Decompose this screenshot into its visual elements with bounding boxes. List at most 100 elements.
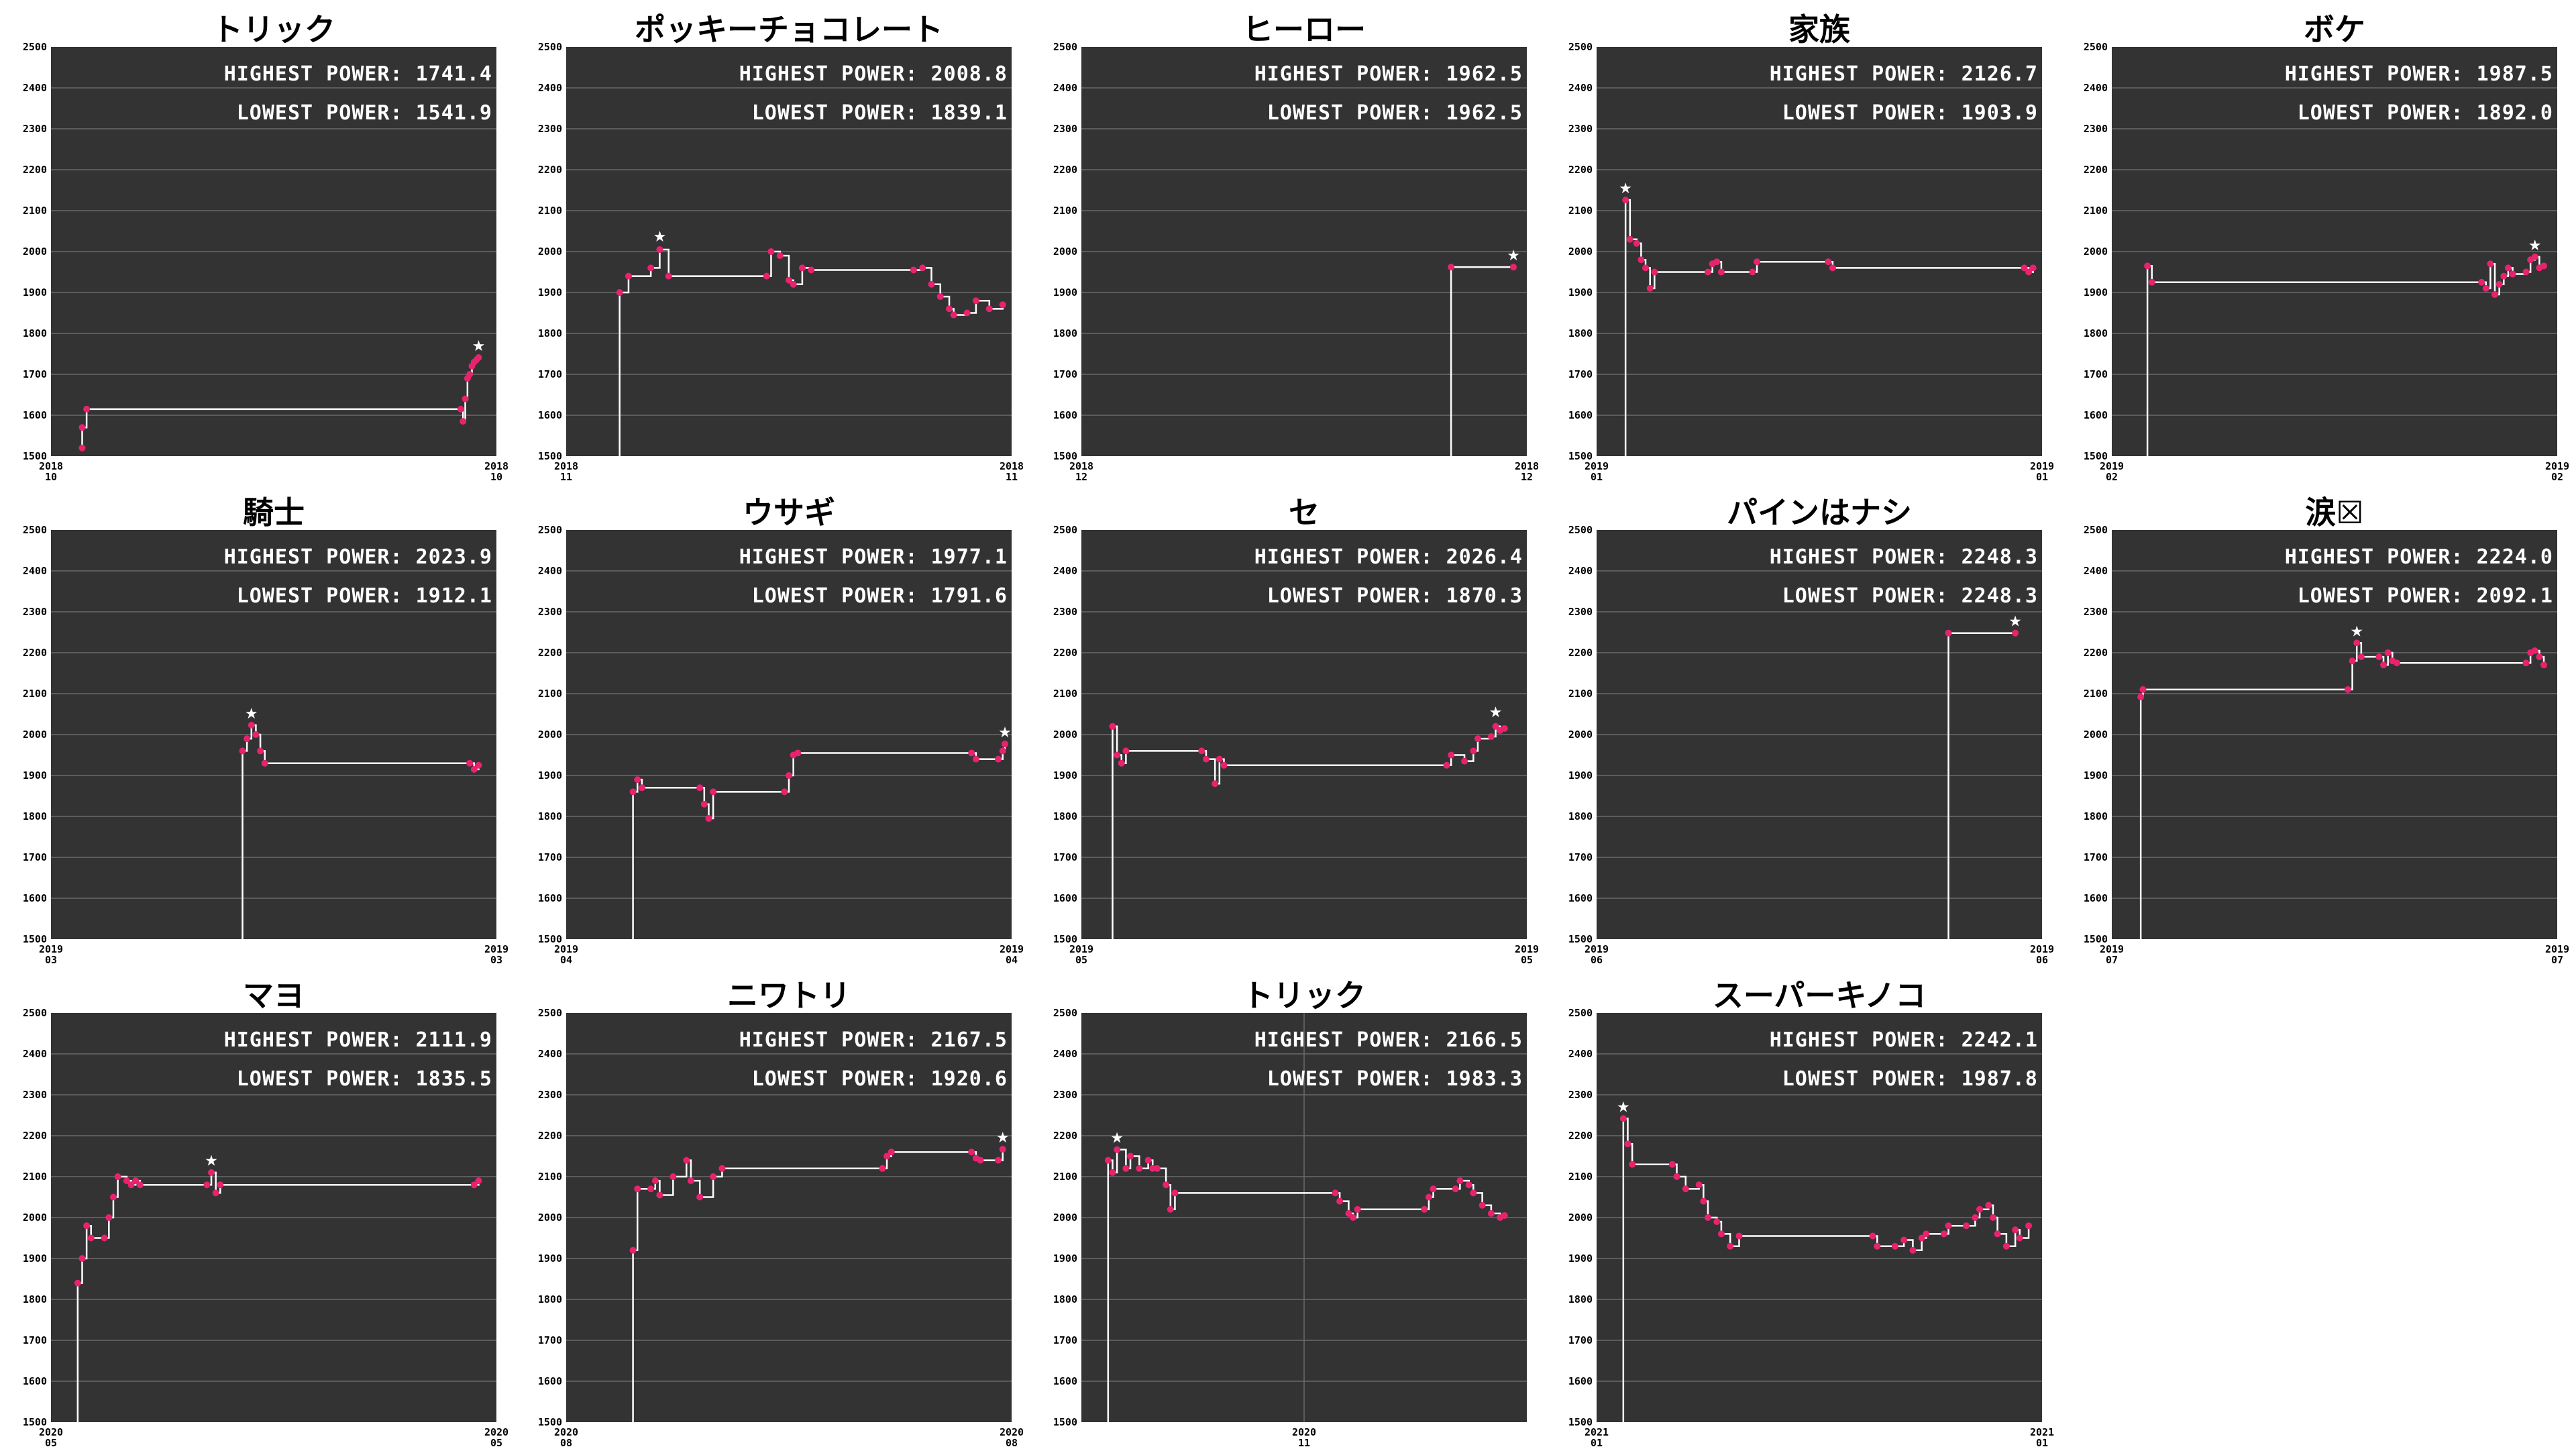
data-point (1972, 1214, 1979, 1221)
chart-panel: 家族 1500 1600 1700 1800 1900 2000 2100 2200 2300 24… (1546, 0, 2061, 483)
data-point (475, 1177, 482, 1185)
data-point (1163, 1181, 1170, 1189)
data-point (634, 776, 641, 784)
data-point (928, 280, 935, 288)
chart-panel: マヨ 1500 1600 1700 1800 1900 2000 2100 2200 2300 24… (0, 966, 515, 1449)
data-point (950, 311, 957, 319)
highest-power-caption: HIGHEST POWER: (1254, 545, 1446, 569)
chart-title: ポッキーチョコレート (635, 11, 943, 48)
data-point (1144, 1157, 1152, 1164)
data-point (1479, 1201, 1486, 1209)
chart-panel: ニワトリ 1500 1600 1700 1800 1900 2000 2100 2200 2300… (515, 966, 1030, 1449)
data-point (132, 1177, 140, 1185)
y-tick-label: 2500 (538, 1007, 562, 1019)
highest-power-label: HIGHEST POWER: 2167.5 (739, 1028, 1008, 1052)
data-point (1350, 1214, 1357, 1221)
y-tick-label: 2500 (23, 524, 47, 536)
x-tick-month: 05 (45, 1437, 57, 1449)
x-tick-month: 05 (1521, 954, 1533, 966)
chart-panel: トリック 1500 1600 1700 1800 1900 2000 2100 2200 2300… (1030, 966, 1546, 1449)
y-tick-label: 1800 (23, 327, 47, 339)
data-point (2025, 268, 2033, 276)
data-point (1122, 1165, 1130, 1172)
data-point (910, 266, 917, 274)
y-tick-label: 2000 (538, 729, 562, 741)
data-point (244, 735, 251, 743)
data-point (1713, 258, 1721, 266)
lowest-power-label: LOWEST POWER: 1870.3 (1267, 584, 1523, 608)
x-tick-year: 2019 (484, 943, 508, 955)
chart-svg: ボケ 1500 1600 1700 1800 1900 2000 2100 2200 2300 24… (2084, 11, 2569, 483)
data-point (466, 371, 474, 378)
peak-star-icon: ★ (2008, 614, 2022, 631)
highest-power-label: HIGHEST POWER: 1987.5 (2285, 62, 2553, 86)
highest-power-value: 1977.1 (931, 545, 1008, 569)
x-tick-year: 2019 (1515, 943, 1539, 955)
data-point (1345, 1210, 1352, 1217)
y-tick-label: 2500 (1053, 524, 1077, 536)
data-point (252, 731, 260, 738)
x-tick-month: 11 (560, 471, 572, 483)
data-point (2540, 661, 2548, 669)
data-point (1668, 1161, 1676, 1168)
data-point (1336, 1197, 1344, 1205)
y-tick-label: 1800 (2084, 327, 2108, 339)
data-point (470, 1181, 478, 1189)
y-tick-label: 1600 (1053, 892, 1077, 904)
y-tick-label: 2400 (23, 82, 47, 94)
lowest-power-caption: LOWEST POWER: (237, 1067, 416, 1091)
lowest-power-caption: LOWEST POWER: (237, 584, 416, 608)
data-point (651, 1177, 659, 1185)
x-tick-year: 2019 (2545, 943, 2569, 955)
data-point (136, 1181, 144, 1189)
y-tick-label: 2300 (23, 606, 47, 618)
highest-power-caption: HIGHEST POWER: (739, 545, 931, 569)
data-point (1900, 1236, 1908, 1244)
y-tick-label: 2500 (538, 524, 562, 536)
y-tick-label: 2300 (2084, 123, 2108, 135)
y-tick-label: 1600 (1053, 409, 1077, 421)
y-tick-label: 2200 (538, 164, 562, 176)
y-tick-label: 1900 (1053, 286, 1077, 299)
y-tick-label: 2200 (23, 1130, 47, 1142)
x-tick-year: 2019 (1000, 943, 1024, 955)
chart-panel: ボケ 1500 1600 1700 1800 1900 2000 2100 2200 2300 24… (2061, 0, 2576, 483)
y-tick-label: 2000 (1568, 1212, 1593, 1224)
chart-title: スーパーキノコ (1713, 977, 1926, 1014)
x-tick-month: 01 (2036, 1437, 2048, 1449)
y-tick-label: 1900 (1568, 286, 1593, 299)
highest-power-value: 2126.7 (1962, 62, 2038, 86)
data-point (705, 815, 712, 822)
y-tick-label: 1700 (538, 851, 562, 863)
y-tick-label: 2300 (23, 123, 47, 135)
data-point (999, 747, 1006, 755)
y-tick-label: 2100 (1053, 205, 1077, 217)
data-point (1212, 780, 1219, 788)
data-point (2540, 262, 2548, 270)
y-tick-label: 1800 (1568, 1293, 1593, 1305)
data-point (879, 1165, 886, 1172)
lowest-power-caption: LOWEST POWER: (1782, 101, 1962, 125)
data-point (1682, 1185, 1689, 1193)
y-tick-label: 2500 (1568, 1007, 1593, 1019)
data-point (1642, 264, 1650, 272)
data-point (696, 1193, 704, 1201)
chart-title: セ (1289, 494, 1320, 531)
x-tick-year: 2020 (39, 1426, 63, 1438)
y-tick-label: 1500 (2084, 450, 2108, 462)
data-point (466, 759, 474, 767)
x-tick-month: 11 (1298, 1437, 1310, 1449)
x-tick-month: 08 (1006, 1437, 1018, 1449)
y-tick-label: 1500 (23, 933, 47, 945)
data-point (83, 405, 91, 413)
data-point (2016, 1234, 2023, 1242)
data-point (1448, 264, 1455, 271)
y-tick-label: 2100 (23, 205, 47, 217)
lowest-power-caption: LOWEST POWER: (1782, 584, 1962, 608)
y-tick-label: 2000 (23, 729, 47, 741)
y-tick-label: 1600 (1568, 409, 1593, 421)
chart-svg: スーパーキノコ 1500 1600 1700 1800 1900 2000 2100 2200 2… (1568, 977, 2054, 1449)
lowest-power-caption: LOWEST POWER: (1267, 101, 1446, 125)
y-tick-label: 2100 (538, 688, 562, 700)
chart-svg: セ 1500 1600 1700 1800 1900 2000 2100 2200 2300 240… (1053, 494, 1539, 966)
